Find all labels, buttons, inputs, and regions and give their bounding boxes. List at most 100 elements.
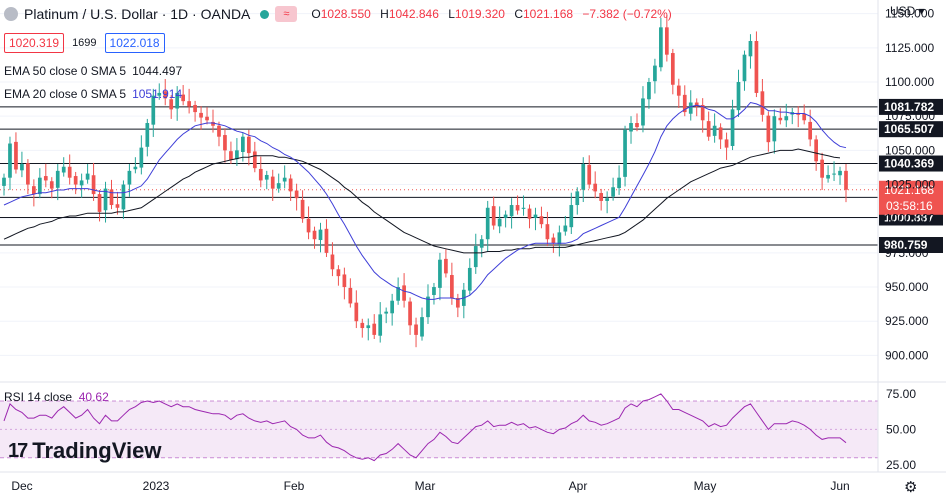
candle[interactable] bbox=[79, 173, 84, 198]
candle[interactable] bbox=[700, 98, 705, 133]
candle[interactable] bbox=[181, 85, 186, 106]
candle[interactable] bbox=[37, 168, 42, 199]
compare-icon[interactable]: ≈ bbox=[275, 6, 298, 22]
candle[interactable] bbox=[270, 169, 275, 201]
candle[interactable] bbox=[73, 171, 78, 195]
candle[interactable] bbox=[605, 191, 609, 214]
candle[interactable] bbox=[276, 173, 281, 193]
candle[interactable] bbox=[91, 162, 96, 201]
candle[interactable] bbox=[109, 179, 114, 210]
candle[interactable] bbox=[820, 152, 824, 190]
candle[interactable] bbox=[324, 219, 329, 257]
candle[interactable] bbox=[252, 141, 257, 173]
candle[interactable] bbox=[599, 188, 604, 211]
candle[interactable] bbox=[742, 50, 747, 91]
ema50-legend[interactable]: EMA 50 close 0 SMA 5 1044.497 bbox=[4, 64, 183, 78]
candle[interactable] bbox=[336, 265, 341, 286]
candle[interactable] bbox=[187, 88, 191, 114]
candle[interactable] bbox=[617, 165, 621, 195]
candle[interactable] bbox=[348, 278, 353, 308]
settings-gear-icon[interactable]: ⚙ bbox=[904, 479, 918, 496]
candle[interactable] bbox=[330, 242, 335, 277]
candle[interactable] bbox=[676, 78, 681, 108]
tradingview-logo[interactable]: 17 TradingView bbox=[8, 438, 162, 463]
candle[interactable] bbox=[49, 177, 54, 199]
candle[interactable] bbox=[175, 86, 180, 121]
candle[interactable] bbox=[479, 235, 484, 258]
candle[interactable] bbox=[491, 196, 496, 230]
candle[interactable] bbox=[264, 170, 269, 190]
candle[interactable] bbox=[455, 293, 460, 318]
candle[interactable] bbox=[539, 206, 544, 229]
candle[interactable] bbox=[587, 155, 592, 189]
candle[interactable] bbox=[14, 132, 18, 174]
candle[interactable] bbox=[438, 252, 442, 301]
candle[interactable] bbox=[748, 34, 753, 69]
candle[interactable] bbox=[611, 177, 615, 201]
candle[interactable] bbox=[467, 258, 472, 295]
candle[interactable] bbox=[61, 157, 66, 177]
candle[interactable] bbox=[402, 273, 406, 308]
candle[interactable] bbox=[641, 86, 645, 133]
buy-price[interactable]: 1022.018 bbox=[104, 33, 165, 53]
candle[interactable] bbox=[85, 164, 90, 184]
candle[interactable] bbox=[67, 154, 72, 185]
candle[interactable] bbox=[784, 103, 789, 128]
candle[interactable] bbox=[354, 290, 359, 329]
candle[interactable] bbox=[408, 297, 412, 335]
candle[interactable] bbox=[133, 157, 138, 174]
candle[interactable] bbox=[712, 113, 717, 143]
candle[interactable] bbox=[563, 215, 568, 236]
candle[interactable] bbox=[509, 198, 514, 229]
candle[interactable] bbox=[682, 85, 687, 117]
symbol-title[interactable]: Platinum / U.S. Dollar · 1D · OANDA bbox=[24, 6, 251, 22]
candle[interactable] bbox=[115, 191, 120, 215]
candle[interactable] bbox=[163, 79, 168, 106]
candle[interactable] bbox=[372, 314, 377, 339]
candle[interactable] bbox=[533, 207, 538, 231]
candle[interactable] bbox=[432, 282, 436, 305]
candle[interactable] bbox=[103, 181, 108, 223]
candle[interactable] bbox=[473, 233, 478, 274]
rsi-legend[interactable]: RSI 14 close 40.62 bbox=[4, 390, 109, 404]
candle[interactable] bbox=[515, 195, 520, 215]
candle[interactable] bbox=[396, 277, 400, 305]
candle[interactable] bbox=[306, 206, 311, 240]
candle[interactable] bbox=[26, 159, 30, 195]
candle[interactable] bbox=[258, 156, 263, 188]
candle[interactable] bbox=[754, 31, 759, 98]
candle[interactable] bbox=[730, 99, 735, 151]
ema20-legend[interactable]: EMA 20 close 0 SMA 5 1051.914 bbox=[4, 87, 183, 101]
candle[interactable] bbox=[497, 206, 502, 234]
candle[interactable] bbox=[360, 318, 365, 338]
candle[interactable] bbox=[623, 125, 627, 187]
candle[interactable] bbox=[390, 293, 395, 326]
candle[interactable] bbox=[193, 100, 197, 122]
candle[interactable] bbox=[832, 161, 836, 181]
currency-selector[interactable]: USD ▾ bbox=[890, 4, 925, 18]
candle[interactable] bbox=[778, 108, 783, 125]
candle[interactable] bbox=[503, 210, 508, 228]
candle[interactable] bbox=[659, 17, 663, 72]
candle[interactable] bbox=[342, 267, 347, 300]
candle[interactable] bbox=[32, 179, 36, 207]
candle[interactable] bbox=[629, 116, 633, 144]
candle[interactable] bbox=[217, 121, 221, 147]
candle[interactable] bbox=[157, 83, 162, 100]
candle[interactable] bbox=[706, 111, 711, 141]
candle[interactable] bbox=[569, 192, 574, 235]
candle[interactable] bbox=[211, 109, 215, 133]
candle[interactable] bbox=[718, 123, 723, 149]
candle[interactable] bbox=[43, 163, 48, 188]
candlestick-series[interactable] bbox=[2, 15, 848, 348]
candle[interactable] bbox=[444, 249, 448, 278]
candle[interactable] bbox=[844, 164, 848, 203]
candle[interactable] bbox=[414, 317, 418, 348]
candle[interactable] bbox=[199, 106, 203, 130]
candle[interactable] bbox=[688, 90, 693, 121]
candle[interactable] bbox=[318, 222, 323, 253]
candle[interactable] bbox=[169, 95, 174, 119]
candle[interactable] bbox=[235, 138, 239, 166]
candle[interactable] bbox=[802, 104, 807, 125]
